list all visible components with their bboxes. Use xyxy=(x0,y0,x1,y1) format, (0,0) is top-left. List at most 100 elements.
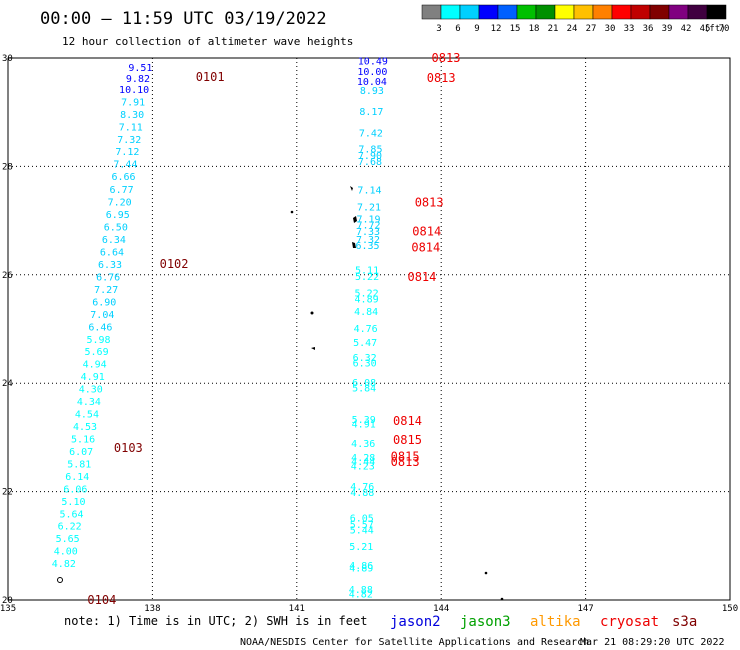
island-marks xyxy=(57,186,504,601)
colorbar-swatch xyxy=(706,4,727,20)
wave-height-point: 6.90 xyxy=(92,297,116,308)
wave-height-point: 5.57 xyxy=(350,520,374,531)
pass-time-label: 0103 xyxy=(114,441,143,455)
colorbar-legend: 3 6 9 12 15 18 21 24 27 30 33 36 39 42 45 70 xyxy=(421,4,729,34)
wave-height-point: 7.27 xyxy=(94,285,118,296)
colorbar-swatch xyxy=(649,4,670,20)
wave-height-point: 7.19 xyxy=(356,214,380,225)
x-tick-label: 135 xyxy=(0,604,16,614)
wave-height-point: 6.66 xyxy=(111,172,135,183)
island-shape xyxy=(500,597,504,601)
colorbar-tick: 21 xyxy=(548,24,559,34)
pass-time-label: 0102 xyxy=(160,257,189,271)
wave-height-point: 6.46 xyxy=(88,322,112,333)
wave-height-point: 4.86 xyxy=(349,561,373,572)
wave-height-point: 5.11 xyxy=(355,265,379,276)
wave-height-point: 4.76 xyxy=(354,324,378,335)
x-tick-label: 147 xyxy=(577,604,593,614)
plot-frame xyxy=(7,57,731,601)
colorbar-tick: 15 xyxy=(510,24,521,34)
wave-height-point: 4.53 xyxy=(73,422,97,433)
footer-timestamp: Mar 21 08:29:20 UTC 2022 xyxy=(580,637,725,648)
wave-height-point: 5.39 xyxy=(352,415,376,426)
wave-height-point: 5.81 xyxy=(67,459,91,470)
wave-height-point: 5.65 xyxy=(56,534,80,545)
wave-height-point: 4.34 xyxy=(77,397,101,408)
wave-height-point: 6.22 xyxy=(58,522,82,533)
colorbar-swatch xyxy=(440,4,461,20)
colorbar-swatch xyxy=(592,4,613,20)
island-shape xyxy=(57,577,63,583)
wave-height-values: 9.519.8210.107.918.307.117.327.127.446.6… xyxy=(52,57,388,601)
pass-time-label: 0814 xyxy=(412,224,441,238)
colorbar-tick: 24 xyxy=(567,24,578,34)
y-tick-labels: 20 22 24 26 28 30 xyxy=(2,54,13,606)
pass-time-label: 0813 xyxy=(427,71,456,85)
wave-height-point: 6.35 xyxy=(356,241,380,252)
colorbar-tick: 42 xyxy=(681,24,692,34)
footer-credit: NOAA/NESDIS Center for Satellite Applica… xyxy=(240,637,589,648)
wave-height-point: 8.93 xyxy=(360,86,384,97)
wave-height-point: 7.14 xyxy=(357,186,381,197)
wave-height-point: 4.82 xyxy=(349,589,373,600)
wave-height-point: 5.21 xyxy=(349,542,373,553)
y-tick-label: 20 xyxy=(2,596,13,606)
wave-height-point: 7.91 xyxy=(121,97,145,108)
colorbar-swatch xyxy=(554,4,575,20)
colorbar-swatch xyxy=(459,4,480,20)
wave-height-point: 6.30 xyxy=(353,359,377,370)
wave-height-point: 5.98 xyxy=(86,335,110,346)
satellite-legend-item: s3a xyxy=(672,614,697,630)
wave-height-point: 4.94 xyxy=(83,360,107,371)
wave-height-point: 5.22 xyxy=(355,289,379,300)
wave-height-point: 4.89 xyxy=(349,563,373,574)
island-shape xyxy=(352,242,356,248)
pass-time-label: 0814 xyxy=(411,241,440,255)
wave-height-point: 5.10 xyxy=(61,497,85,508)
pass-time-label: 0814 xyxy=(393,414,422,428)
pass-time-label: 0813 xyxy=(432,51,461,65)
wave-height-point: 6.76 xyxy=(96,272,120,283)
wave-height-point: 6.50 xyxy=(104,223,128,234)
x-tick-label: 138 xyxy=(144,604,160,614)
grid-lines xyxy=(8,58,730,600)
wave-height-point: 6.64 xyxy=(100,247,124,258)
wave-height-point: 7.11 xyxy=(119,122,143,133)
colorbar-swatch xyxy=(687,4,708,20)
y-tick-label: 26 xyxy=(2,271,13,281)
colorbar-tick: 9 xyxy=(474,24,479,34)
wave-height-point: 10.49 xyxy=(358,57,388,68)
wave-height-point: 5.69 xyxy=(85,347,109,358)
colorbar-tick: 36 xyxy=(643,24,654,34)
wave-height-point: 7.32 xyxy=(117,135,141,146)
wave-height-point: 4.91 xyxy=(81,372,105,383)
y-tick-label: 30 xyxy=(2,54,13,64)
y-tick-label: 28 xyxy=(2,162,13,172)
colorbar-tick: 12 xyxy=(491,24,502,34)
colorbar-swatch xyxy=(516,4,537,20)
colorbar-tick: 30 xyxy=(605,24,616,34)
wave-height-point: 4.88 xyxy=(349,585,373,596)
wave-height-point: 6.95 xyxy=(106,210,130,221)
wave-height-point: 4.36 xyxy=(351,439,375,450)
wave-height-point: 9.82 xyxy=(126,74,150,85)
colorbar-tick: 3 xyxy=(436,24,441,34)
island-shape xyxy=(350,186,353,191)
wave-height-point: 6.77 xyxy=(110,185,134,196)
wave-height-point: 5.84 xyxy=(352,384,376,395)
pass-time-label: 0101 xyxy=(196,70,225,84)
wave-height-point: 4.89 xyxy=(355,295,379,306)
colorbar-tick: 27 xyxy=(586,24,597,34)
pass-time-label: 0813 xyxy=(391,455,420,469)
colorbar-tick: 18 xyxy=(529,24,540,34)
satellite-legend-item: jason3 xyxy=(460,614,511,630)
colorbar-swatch xyxy=(478,4,499,20)
wave-height-point: 7.12 xyxy=(115,147,139,158)
colorbar-swatch xyxy=(630,4,651,20)
colorbar-tick: 39 xyxy=(662,24,673,34)
wave-height-point: 5.22 xyxy=(355,272,379,283)
colorbar-tick: 6 xyxy=(455,24,460,34)
wave-height-point: 5.64 xyxy=(59,509,83,520)
colorbar-tick: 45 xyxy=(700,24,711,34)
wave-height-point: 4.82 xyxy=(52,559,76,570)
